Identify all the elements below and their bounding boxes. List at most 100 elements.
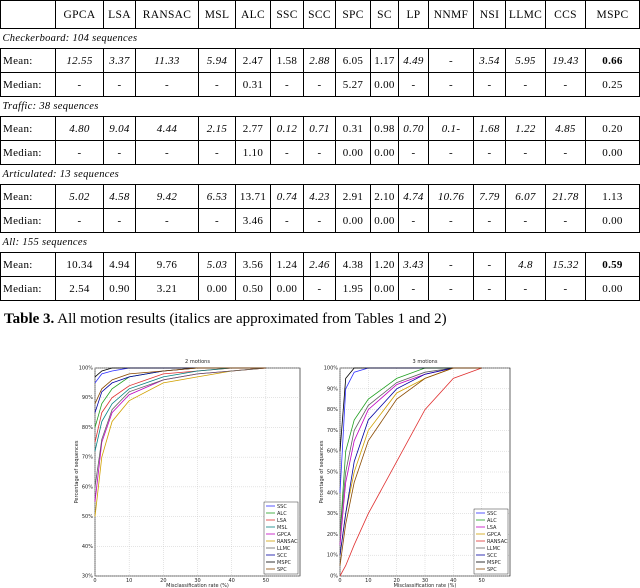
value-row: Mean: 4.80 9.04 4.44 2.15 2.77 0.12 0.71 0.31 0.9… xyxy=(0,116,640,141)
value-cell: 4.44 xyxy=(135,116,199,141)
value-cell: 2.10 xyxy=(370,184,399,209)
y-tick-label: 80% xyxy=(327,407,338,413)
row-label: Mean: xyxy=(0,48,56,73)
value-row: Median: - - - -1.10- -0.00 0.00- - - - -0.00 xyxy=(0,140,640,165)
section-row: Articulated: 13 sequences xyxy=(0,164,640,185)
value-cell: 1.58 xyxy=(270,48,304,73)
value-cell: 3.21 xyxy=(135,276,199,301)
y-tick-label: 80% xyxy=(82,425,93,431)
value-cell: 4.49 xyxy=(398,48,429,73)
column-header: LP xyxy=(398,0,429,29)
value-cell: 5.95 xyxy=(505,48,546,73)
value-cell: 6.53 xyxy=(198,184,236,209)
column-header: SPC xyxy=(335,0,371,29)
value-cell: 4.38 xyxy=(335,252,371,277)
y-tick-label: 90% xyxy=(82,395,93,401)
value-cell: - xyxy=(55,208,104,233)
value-cell: 1.24 xyxy=(270,252,304,277)
value-cell: - xyxy=(398,72,429,97)
legend-label: LLMC xyxy=(277,546,291,552)
value-cell: 1.10 xyxy=(235,140,271,165)
value-cell: - xyxy=(103,208,136,233)
chart-title: 3 motions xyxy=(413,359,438,365)
y-axis-label: Percentage of sequences xyxy=(319,440,325,503)
legend-label: RANSAC xyxy=(487,539,508,545)
value-cell: - xyxy=(303,208,336,233)
value-cell: - xyxy=(505,208,546,233)
section-title: Traffic: 38 sequences xyxy=(0,96,640,117)
column-header: LSA xyxy=(103,0,136,29)
value-cell: 2.54 xyxy=(55,276,104,301)
value-cell: 9.04 xyxy=(103,116,136,141)
x-tick-label: 30 xyxy=(422,578,428,584)
value-row: Mean: 12.55 3.37 11.33 5.94 2.47 1.58 2.88 6.05 1… xyxy=(0,48,640,73)
value-cell: - xyxy=(545,276,586,301)
value-cell: 0.00 xyxy=(585,140,640,165)
value-cell: 2.15 xyxy=(198,116,236,141)
column-header: CCS xyxy=(545,0,586,29)
value-cell: 10.34 xyxy=(55,252,104,277)
x-tick-label: 40 xyxy=(450,578,456,584)
value-cell: - xyxy=(270,208,304,233)
value-cell: - xyxy=(428,276,474,301)
value-cell: 0.00 xyxy=(335,140,371,165)
y-tick-label: 0% xyxy=(330,574,338,580)
legend-label: SSC xyxy=(277,504,287,510)
legend-label: ALC xyxy=(277,511,287,517)
y-tick-label: 100% xyxy=(324,366,339,372)
series-line xyxy=(339,367,482,556)
column-header: SC xyxy=(370,0,399,29)
value-cell: 3.56 xyxy=(235,252,271,277)
value-cell: 12.55 xyxy=(55,48,104,73)
series-line xyxy=(94,367,266,487)
column-header: NSI xyxy=(473,0,506,29)
series-line xyxy=(94,367,266,404)
value-cell: 7.79 xyxy=(473,184,506,209)
x-tick-label: 20 xyxy=(393,578,399,584)
value-cell: 3.43 xyxy=(398,252,429,277)
value-cell: - xyxy=(473,72,506,97)
value-cell: 2.77 xyxy=(235,116,271,141)
legend-label: SSC xyxy=(487,511,497,517)
value-cell: - xyxy=(135,140,199,165)
value-cell: 6.05 xyxy=(335,48,371,73)
value-cell: 3.46 xyxy=(235,208,271,233)
value-cell: 4.94 xyxy=(103,252,136,277)
legend-label: SCC xyxy=(487,553,498,559)
value-cell: - xyxy=(198,140,236,165)
section-title: Articulated: 13 sequences xyxy=(0,164,640,185)
value-cell: 0.1- xyxy=(428,116,474,141)
value-cell: - xyxy=(398,208,429,233)
column-header: MSPC xyxy=(585,0,640,29)
y-tick-label: 30% xyxy=(327,511,338,517)
value-cell: 0.00 xyxy=(370,276,399,301)
y-tick-label: 90% xyxy=(327,386,338,392)
value-cell: 15.32 xyxy=(545,252,586,277)
value-cell: 1.22 xyxy=(505,116,546,141)
value-cell: 0.00 xyxy=(335,208,371,233)
value-cell: 0.59 xyxy=(585,252,640,277)
value-cell: - xyxy=(505,276,546,301)
value-cell: 3.37 xyxy=(103,48,136,73)
value-cell: - xyxy=(505,140,546,165)
value-cell: 11.33 xyxy=(135,48,199,73)
row-label: Median: xyxy=(0,72,56,97)
legend-label: LSA xyxy=(487,525,497,531)
value-cell: 0.25 xyxy=(585,72,640,97)
x-axis-label: Misclassification rate (%) xyxy=(166,583,229,588)
x-axis-label: Misclassification rate (%) xyxy=(394,583,457,588)
value-cell: 21.78 xyxy=(545,184,586,209)
value-cell: 5.94 xyxy=(198,48,236,73)
value-cell: 0.00 xyxy=(370,140,399,165)
value-cell: 6.07 xyxy=(505,184,546,209)
legend-label: MSPC xyxy=(277,560,292,566)
value-row: Mean: 10.34 4.94 9.76 5.03 3.56 1.24 2.46 4.38 1.… xyxy=(0,252,640,277)
x-tick-label: 0 xyxy=(338,578,341,584)
value-cell: 1.95 xyxy=(335,276,371,301)
legend-label: MSL xyxy=(277,525,287,531)
x-tick-label: 50 xyxy=(263,578,269,584)
results-table: GPCA LSA RANSAC MSL ALC SSC SCC SPC SC LP NNMF NSI L… xyxy=(0,0,640,301)
section-row: Traffic: 38 sequences xyxy=(0,96,640,117)
